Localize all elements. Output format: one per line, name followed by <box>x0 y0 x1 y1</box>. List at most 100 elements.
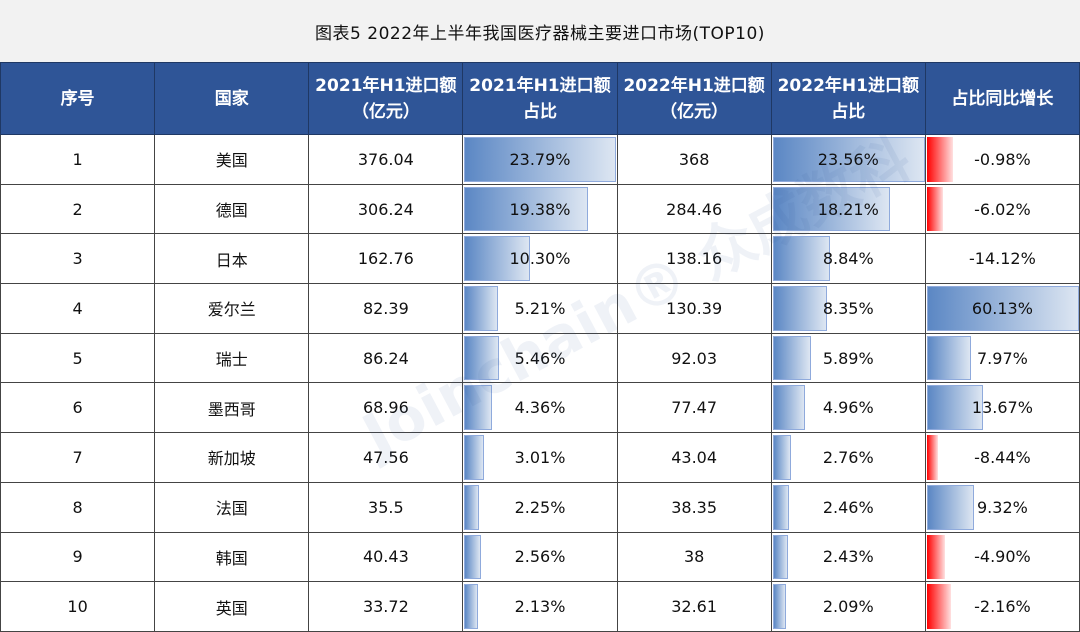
cell-text: 5.21% <box>514 298 566 318</box>
cell-text: 3.01% <box>514 447 566 467</box>
cell-text: 23.56% <box>817 149 879 169</box>
cell-import-2021: 35.5 <box>308 481 464 533</box>
cell-text: 376.04 <box>357 149 414 169</box>
cell-share-2021: 3.01% <box>462 432 618 483</box>
table-title: 图表5 2022年上半年我国医疗器械主要进口市场(TOP10) <box>0 0 1080 62</box>
header-import-2022: 2022年H1进口额（亿元） <box>616 62 772 135</box>
cell-text: 2.13% <box>514 597 566 617</box>
cell-text: 32.61 <box>671 597 718 617</box>
data-bar <box>926 534 946 580</box>
header-row: 序号 国家 2021年H1进口额（亿元） 2021年H1进口额占比 2022年H1进口额… <box>0 62 1080 135</box>
cell-text: 38.35 <box>671 497 718 517</box>
cell-import-2022: 92.03 <box>616 332 772 384</box>
data-bar <box>772 385 805 431</box>
header-import-2021: 2021年H1进口额（亿元） <box>308 62 464 135</box>
cell-share-2022: 8.35% <box>770 283 926 334</box>
cell-text: 8 <box>72 497 83 517</box>
cell-text: 40.43 <box>362 547 409 567</box>
cell-share-growth: -2.16% <box>924 581 1080 632</box>
cell-text: 2.43% <box>822 547 874 567</box>
cell-share-2022: 23.56% <box>770 134 926 185</box>
cell-text: 138.16 <box>666 249 723 269</box>
cell-text: -4.90% <box>974 547 1031 567</box>
cell-share-growth: 7.97% <box>924 332 1080 384</box>
cell-import-2022: 32.61 <box>616 581 772 632</box>
cell-text: 92.03 <box>671 348 718 368</box>
table-row: 9 韩国 40.43 2.56% 38 2.43% -4.90% <box>0 531 1080 583</box>
data-bar <box>772 484 789 530</box>
cell-text: 19.38% <box>509 199 571 219</box>
cell-share-growth: 13.67% <box>924 382 1080 434</box>
data-bar <box>772 435 791 480</box>
header-share-2022: 2022年H1进口额占比 <box>770 62 926 135</box>
table-row: 2 德国 306.24 19.38% 284.46 18.21% -6.02% <box>0 183 1080 235</box>
data-bar <box>772 286 827 331</box>
data-bar <box>464 534 481 580</box>
cell-import-2021: 68.96 <box>308 382 464 434</box>
data-bar <box>926 186 943 232</box>
cell-text: 47.56 <box>362 447 409 467</box>
cell-text: 13.67% <box>971 398 1033 418</box>
cell-country: 英国 <box>154 581 310 632</box>
cell-text: 日本 <box>215 250 248 270</box>
cell-import-2021: 33.72 <box>308 581 464 632</box>
cell-share-2022: 2.46% <box>770 481 926 533</box>
table-row: 3 日本 162.76 10.30% 138.16 8.84% -14.12% <box>0 233 1080 285</box>
cell-share-growth: -6.02% <box>924 183 1080 235</box>
cell-text: 2.56% <box>514 547 566 567</box>
cell-index: 4 <box>0 283 156 334</box>
cell-text: 7.97% <box>977 348 1028 368</box>
data-bar <box>464 186 589 232</box>
cell-import-2021: 47.56 <box>308 432 464 483</box>
cell-text: 35.5 <box>368 497 404 517</box>
cell-share-2021: 2.25% <box>462 481 618 533</box>
data-bar <box>926 286 1079 331</box>
cell-country: 瑞士 <box>154 332 310 384</box>
data-bar <box>772 137 925 182</box>
cell-index: 6 <box>0 382 156 434</box>
cell-text: 162.76 <box>357 249 414 269</box>
cell-share-growth: -8.44% <box>924 432 1080 483</box>
cell-index: 9 <box>0 531 156 583</box>
table-row: 6 墨西哥 68.96 4.36% 77.47 4.96% 13.67% <box>0 382 1080 434</box>
cell-import-2021: 86.24 <box>308 332 464 384</box>
cell-index: 10 <box>0 581 156 632</box>
cell-import-2022: 284.46 <box>616 183 772 235</box>
cell-text: 306.24 <box>357 199 414 219</box>
cell-share-2022: 18.21% <box>770 183 926 235</box>
cell-index: 5 <box>0 332 156 384</box>
header-share-growth: 占比同比增长 <box>924 62 1080 135</box>
data-bar <box>464 236 531 282</box>
cell-text: 德国 <box>215 201 248 221</box>
cell-country: 美国 <box>154 134 310 185</box>
cell-text: 43.04 <box>671 447 718 467</box>
table-row: 10 英国 33.72 2.13% 32.61 2.09% -2.16% <box>0 581 1080 632</box>
cell-text: 英国 <box>215 598 248 618</box>
data-bar <box>926 385 984 431</box>
data-bar <box>926 335 972 381</box>
cell-text: 18.21% <box>817 199 879 219</box>
cell-share-2021: 5.21% <box>462 283 618 334</box>
cell-country: 德国 <box>154 183 310 235</box>
cell-share-growth: -4.90% <box>924 531 1080 583</box>
cell-text: -6.02% <box>974 199 1031 219</box>
cell-import-2022: 38.35 <box>616 481 772 533</box>
data-bar <box>464 435 484 480</box>
cell-text: 4 <box>72 298 83 318</box>
cell-share-2021: 23.79% <box>462 134 618 185</box>
cell-text: 68.96 <box>362 398 409 418</box>
cell-share-growth: -14.12% <box>924 233 1080 285</box>
data-bar <box>772 236 830 282</box>
cell-text: 2.25% <box>514 497 566 517</box>
cell-import-2022: 368 <box>616 134 772 185</box>
cell-share-2022: 4.96% <box>770 382 926 434</box>
cell-text: 8.35% <box>822 298 874 318</box>
cell-text: 368 <box>678 149 710 169</box>
cell-share-2022: 2.09% <box>770 581 926 632</box>
data-bar <box>926 435 938 480</box>
cell-index: 2 <box>0 183 156 235</box>
cell-import-2021: 376.04 <box>308 134 464 185</box>
cell-text: 墨西哥 <box>207 399 256 419</box>
cell-import-2021: 162.76 <box>308 233 464 285</box>
cell-index: 7 <box>0 432 156 483</box>
